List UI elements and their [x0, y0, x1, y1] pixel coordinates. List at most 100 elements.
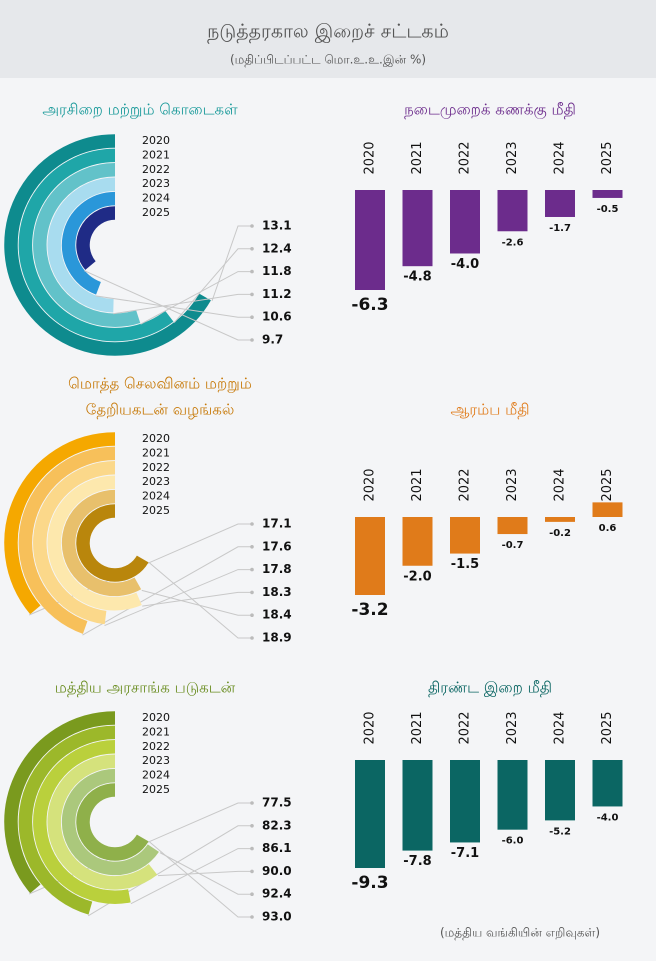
leader-line: [84, 270, 252, 341]
leader-dot: [250, 315, 254, 320]
chart-title: மொத்த செலவினம் மற்றும்: [68, 375, 252, 393]
year-label: 2021: [410, 711, 425, 744]
year-label: 2020: [142, 134, 170, 147]
bar: [402, 517, 433, 566]
year-label: 2024: [553, 711, 568, 744]
ring-arc: [18, 725, 116, 915]
ring-arc: [47, 475, 142, 611]
year-label: 2025: [600, 141, 615, 174]
year-label: 2024: [142, 490, 170, 503]
year-label: 2023: [142, 475, 170, 488]
year-label: 2023: [505, 141, 520, 174]
value-label: -0.5: [597, 204, 619, 215]
leader-line: [211, 225, 252, 302]
value-label: -7.1: [451, 846, 479, 861]
value-label: 10.6: [262, 310, 292, 324]
value-label: -1.5: [451, 557, 479, 572]
year-label: 2023: [505, 711, 520, 744]
year-label: 2020: [142, 432, 170, 445]
source: (மத்திய வங்கியின் எறிவுகள்): [440, 926, 600, 940]
value-label: -4.8: [403, 270, 431, 285]
ring-arc: [4, 432, 116, 615]
bar: [545, 190, 575, 217]
ring-arc: [33, 461, 116, 625]
leader-dot: [250, 636, 254, 640]
leader-dot: [250, 869, 254, 874]
leader-dot: [250, 915, 254, 919]
ring-arc: [61, 489, 142, 597]
ring-arc: [47, 754, 158, 890]
chart-title: அரசிறை மற்றும் கொடைகள்: [42, 101, 238, 119]
year-label: 2020: [363, 141, 378, 174]
chart-title: தேறியகடன் வழங்கல்: [86, 401, 235, 419]
leader-dot: [250, 801, 254, 805]
leader-dot: [250, 846, 254, 851]
leader-dot: [250, 224, 254, 228]
year-label: 2024: [142, 192, 170, 205]
leader-line: [104, 569, 252, 627]
leader-line: [95, 295, 252, 318]
bar: [592, 502, 623, 517]
value-label: 18.4: [262, 608, 292, 622]
value-label: -1.7: [549, 223, 571, 234]
value-label: 0.6: [599, 523, 617, 534]
value-label: 18.9: [262, 631, 292, 645]
leader-line: [149, 562, 252, 639]
leader-line: [87, 825, 252, 917]
year-label: 2025: [600, 711, 615, 744]
bar: [592, 760, 623, 807]
bar: [450, 517, 480, 554]
year-label: 2025: [142, 206, 170, 219]
year-label: 2025: [142, 504, 170, 517]
leader-line: [113, 293, 252, 315]
leader-dot: [250, 590, 254, 595]
year-label: 2022: [458, 468, 473, 501]
year-label: 2023: [142, 754, 170, 767]
bar: [497, 517, 528, 535]
value-label: 13.1: [262, 219, 292, 233]
bar: [545, 760, 575, 821]
leader-dot: [250, 247, 254, 251]
leader-dot: [250, 567, 254, 572]
bar: [355, 517, 385, 595]
ring-arc: [76, 504, 149, 582]
value-label: -6.0: [502, 836, 524, 847]
year-label: 2022: [142, 461, 170, 474]
leader-line: [159, 852, 252, 895]
year-label: 2021: [410, 468, 425, 501]
value-label: 77.5: [262, 796, 292, 810]
year-label: 2024: [553, 141, 568, 174]
leader-dot: [250, 269, 254, 274]
value-label: 11.2: [262, 287, 292, 301]
value-label: 9.7: [262, 333, 283, 347]
chart-title: நடைமுறைக் கணக்கு மீதி: [404, 101, 576, 120]
year-label: 2022: [142, 740, 170, 753]
year-label: 2020: [363, 468, 378, 501]
bar: [497, 190, 528, 232]
year-label: 2025: [142, 783, 170, 796]
value-label: -7.8: [403, 854, 431, 869]
value-label: -0.7: [502, 540, 524, 551]
ring-arc: [61, 191, 116, 295]
value-label: -3.2: [351, 600, 388, 620]
year-label: 2022: [458, 711, 473, 744]
ring-arc: [33, 163, 141, 327]
value-label: 92.4: [262, 887, 292, 901]
chart-title: ஆரம்ப மீதி: [450, 401, 529, 419]
value-label: 11.8: [262, 264, 292, 278]
leader-line: [130, 848, 252, 905]
bar: [592, 190, 623, 198]
value-label: -4.0: [597, 812, 619, 823]
value-label: 17.6: [262, 539, 292, 553]
chart-title: மத்திய அரசாங்க படுகடன்: [55, 679, 236, 697]
title: நடுத்தரகால இறைச் சட்டகம்: [207, 21, 449, 44]
value-label: -0.2: [549, 528, 571, 539]
leader-dot: [250, 545, 254, 549]
subtitle: (மதிப்பிடப்பட்ட மொ.உ.உ.இன் %): [230, 53, 426, 68]
leader-line: [173, 248, 252, 323]
value-label: 17.1: [262, 517, 292, 531]
value-label: 93.0: [262, 910, 292, 924]
leader-dot: [250, 292, 254, 297]
